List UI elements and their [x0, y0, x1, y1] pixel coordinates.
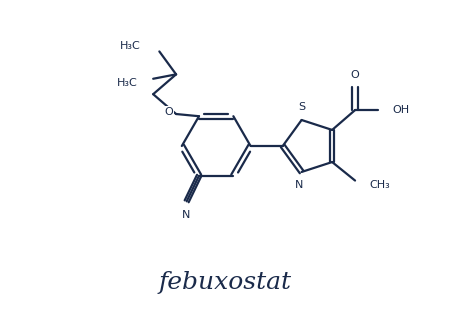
Text: O: O	[164, 107, 173, 117]
Text: OH: OH	[392, 105, 409, 115]
Text: H₃C: H₃C	[120, 41, 141, 51]
Text: N: N	[295, 180, 304, 190]
Text: H₃C: H₃C	[117, 78, 138, 88]
Text: febuxostat: febuxostat	[158, 271, 292, 294]
Text: S: S	[298, 102, 305, 112]
Text: N: N	[182, 210, 190, 220]
Text: CH₃: CH₃	[369, 180, 390, 190]
Text: O: O	[351, 70, 360, 80]
